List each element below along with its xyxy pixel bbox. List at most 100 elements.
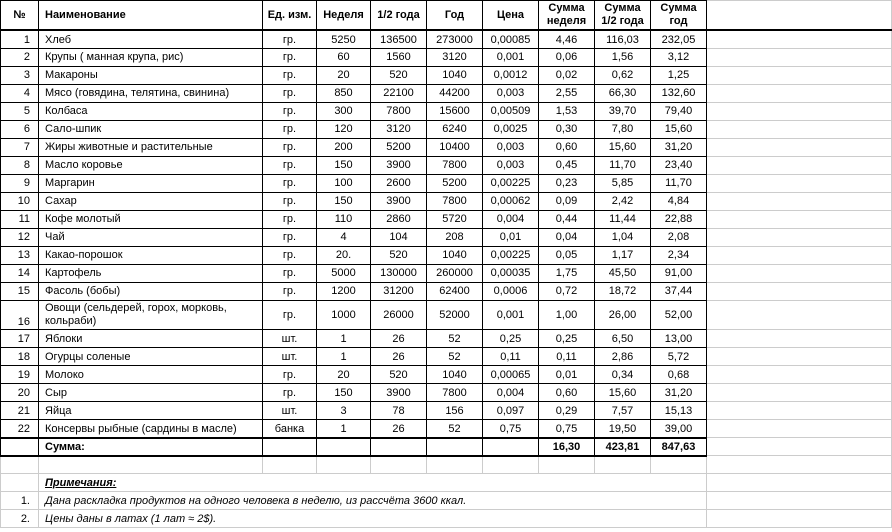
cell-name: Хлеб <box>39 30 263 48</box>
table-row: 11Кофе молотыйгр.110286057200,0040,4411,… <box>1 210 892 228</box>
cell-num: 21 <box>1 402 39 420</box>
cell-year: 208 <box>427 228 483 246</box>
cell-num: 19 <box>1 366 39 384</box>
cell-sum-week: 2,55 <box>539 84 595 102</box>
cell-half: 130000 <box>371 264 427 282</box>
cell-num: 10 <box>1 192 39 210</box>
cell-sum-week: 4,46 <box>539 30 595 48</box>
table-row: 13Какао-порошокгр.20.52010400,002250,051… <box>1 246 892 264</box>
cell-num: 9 <box>1 174 39 192</box>
cell-year: 156 <box>427 402 483 420</box>
cell-week: 200 <box>317 138 371 156</box>
cell-year: 7800 <box>427 384 483 402</box>
cell-half: 26000 <box>371 300 427 329</box>
cell-num: 22 <box>1 420 39 438</box>
cell-name: Фасоль (бобы) <box>39 282 263 300</box>
cell-sum-half: 19,50 <box>595 420 651 438</box>
cell-sum-year: 5,72 <box>651 348 707 366</box>
header-sum-week: Сумма неделя <box>539 1 595 31</box>
cell-name: Чай <box>39 228 263 246</box>
cell-half: 31200 <box>371 282 427 300</box>
cell-extra <box>707 156 892 174</box>
cell-name: Мясо (говядина, телятина, свинина) <box>39 84 263 102</box>
cell-name: Молоко <box>39 366 263 384</box>
cell-num: 2 <box>1 48 39 66</box>
cell-week: 1 <box>317 348 371 366</box>
cell-sum-year: 132,60 <box>651 84 707 102</box>
notes-title: Примечания: <box>39 474 707 492</box>
cell-half: 26 <box>371 330 427 348</box>
cell-sum-week: 1,53 <box>539 102 595 120</box>
cell-extra <box>707 384 892 402</box>
cell-num: 11 <box>1 210 39 228</box>
cell-year: 1040 <box>427 246 483 264</box>
cell-week: 1000 <box>317 300 371 329</box>
cell-sum-half: 116,03 <box>595 30 651 48</box>
cell-name: Картофель <box>39 264 263 282</box>
table-row: 7Жиры животные и растительныегр.20052001… <box>1 138 892 156</box>
cell-sum-week: 0,60 <box>539 384 595 402</box>
cell-price: 0,004 <box>483 210 539 228</box>
cell-price: 0,0012 <box>483 66 539 84</box>
cell-year: 3120 <box>427 48 483 66</box>
cell-extra <box>707 282 892 300</box>
cell-week: 110 <box>317 210 371 228</box>
cell-sum-year: 0,68 <box>651 366 707 384</box>
cell-sum-half: 15,60 <box>595 384 651 402</box>
header-name: Наименование <box>39 1 263 31</box>
cell-week: 3 <box>317 402 371 420</box>
cell-unit: гр. <box>263 264 317 282</box>
cell-sum-week: 0,11 <box>539 348 595 366</box>
cell-unit: гр. <box>263 366 317 384</box>
cell-year: 52 <box>427 420 483 438</box>
cell-unit: гр. <box>263 84 317 102</box>
cell-unit: шт. <box>263 348 317 366</box>
header-num: № <box>1 1 39 31</box>
cell-price: 0,004 <box>483 384 539 402</box>
cell-num: 4 <box>1 84 39 102</box>
table-row: 2Крупы ( манная крупа, рис)гр.6015603120… <box>1 48 892 66</box>
cell-sum-year: 3,12 <box>651 48 707 66</box>
cell-unit: гр. <box>263 156 317 174</box>
cell-name: Крупы ( манная крупа, рис) <box>39 48 263 66</box>
cell-unit: гр. <box>263 174 317 192</box>
cell-sum-half: 26,00 <box>595 300 651 329</box>
cell-unit: гр. <box>263 138 317 156</box>
cell-price: 0,75 <box>483 420 539 438</box>
cell-name: Сыр <box>39 384 263 402</box>
totals-sum-year: 847,63 <box>651 438 707 456</box>
cell-num: 1 <box>1 30 39 48</box>
cell-price: 0,0006 <box>483 282 539 300</box>
cell-num: 8 <box>1 156 39 174</box>
cell-name: Огурцы соленые <box>39 348 263 366</box>
cell-sum-week: 0,01 <box>539 366 595 384</box>
cell-num: 20 <box>1 384 39 402</box>
cell-num: 7 <box>1 138 39 156</box>
cell-name: Колбаса <box>39 102 263 120</box>
header-price: Цена <box>483 1 539 31</box>
table-row: 22Консервы рыбные (сардины в масле)банка… <box>1 420 892 438</box>
cell-sum-half: 7,80 <box>595 120 651 138</box>
table-row: 17Яблокишт.126520,250,256,5013,00 <box>1 330 892 348</box>
cell-sum-half: 11,44 <box>595 210 651 228</box>
header-sum-half: Сумма 1/2 года <box>595 1 651 31</box>
cell-sum-year: 31,20 <box>651 384 707 402</box>
table-row: 9Маргарингр.100260052000,002250,235,8511… <box>1 174 892 192</box>
cell-unit: гр. <box>263 210 317 228</box>
cell-unit: гр. <box>263 192 317 210</box>
cell-price: 0,001 <box>483 300 539 329</box>
cell-half: 5200 <box>371 138 427 156</box>
cell-week: 300 <box>317 102 371 120</box>
cell-name: Какао-порошок <box>39 246 263 264</box>
cell-extra <box>707 366 892 384</box>
table-row: 21Яйцашт.3781560,0970,297,5715,13 <box>1 402 892 420</box>
cell-num: 16 <box>1 300 39 329</box>
cell-sum-week: 0,75 <box>539 420 595 438</box>
header-sum-year: Сумма год <box>651 1 707 31</box>
table-row: 14Картофельгр.50001300002600000,000351,7… <box>1 264 892 282</box>
cell-extra <box>707 348 892 366</box>
table-row: 6Сало-шпикгр.120312062400,00250,307,8015… <box>1 120 892 138</box>
cell-sum-year: 1,25 <box>651 66 707 84</box>
header-extra <box>707 1 892 31</box>
table-row: 12Чайгр.41042080,010,041,042,08 <box>1 228 892 246</box>
